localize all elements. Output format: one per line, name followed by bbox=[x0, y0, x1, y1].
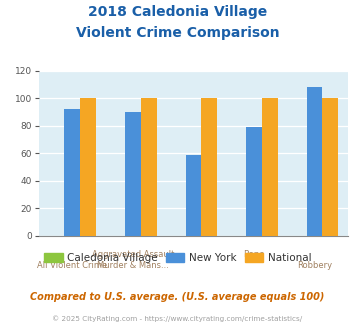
Bar bbox=[186, 155, 201, 236]
Bar bbox=[65, 110, 80, 236]
Bar bbox=[307, 87, 322, 236]
Bar bbox=[322, 98, 338, 236]
Bar bbox=[125, 112, 141, 236]
Bar bbox=[141, 98, 157, 236]
Bar bbox=[201, 98, 217, 236]
Bar bbox=[246, 127, 262, 236]
Text: 2018 Caledonia Village: 2018 Caledonia Village bbox=[88, 5, 267, 19]
Text: Aggravated Assault: Aggravated Assault bbox=[92, 250, 174, 259]
Text: Compared to U.S. average. (U.S. average equals 100): Compared to U.S. average. (U.S. average … bbox=[30, 292, 325, 302]
Bar bbox=[262, 98, 278, 236]
Text: Robbery: Robbery bbox=[297, 261, 332, 270]
Text: Violent Crime Comparison: Violent Crime Comparison bbox=[76, 26, 279, 40]
Text: © 2025 CityRating.com - https://www.cityrating.com/crime-statistics/: © 2025 CityRating.com - https://www.city… bbox=[53, 315, 302, 322]
Bar bbox=[80, 98, 96, 236]
Legend: Caledonia Village, New York, National: Caledonia Village, New York, National bbox=[40, 248, 315, 267]
Text: All Violent Crime: All Violent Crime bbox=[37, 261, 108, 270]
Text: Rape: Rape bbox=[243, 250, 265, 259]
Text: Murder & Mans...: Murder & Mans... bbox=[97, 261, 169, 270]
